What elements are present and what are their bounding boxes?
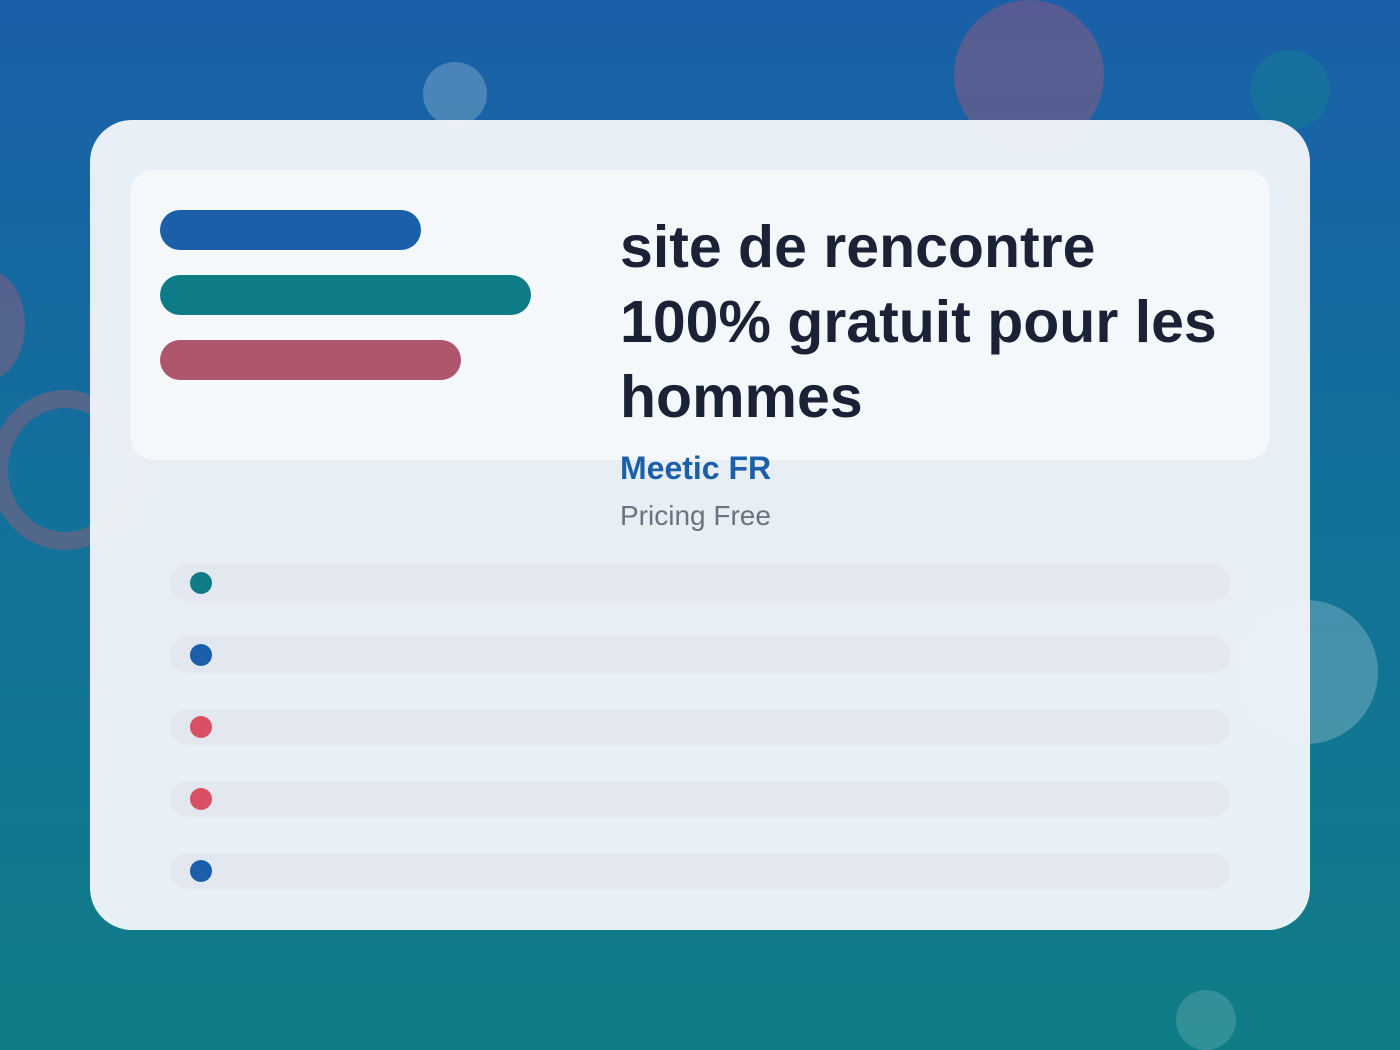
- dot: [190, 572, 212, 594]
- decor: [0, 270, 25, 380]
- dot: [190, 860, 212, 882]
- decor: [1176, 990, 1236, 1050]
- dot: [190, 716, 212, 738]
- decor: [1250, 50, 1330, 130]
- pricing: Pricing Free: [620, 500, 771, 531]
- accent-bar: [160, 340, 461, 380]
- list-row: [170, 637, 1230, 673]
- list-row: [170, 781, 1230, 817]
- list-row: [170, 853, 1230, 889]
- decor: [423, 62, 487, 126]
- accent-bar: [160, 275, 531, 315]
- list-row: [170, 709, 1230, 745]
- brand: Meetic FR: [620, 450, 772, 486]
- title: site de rencontre 100% gratuit pour les …: [620, 214, 1217, 430]
- dot: [190, 788, 212, 810]
- list-row: [170, 565, 1230, 601]
- accent-bar: [160, 210, 421, 250]
- dot: [190, 644, 212, 666]
- card: site de rencontre 100% gratuit pour les …: [90, 120, 1310, 930]
